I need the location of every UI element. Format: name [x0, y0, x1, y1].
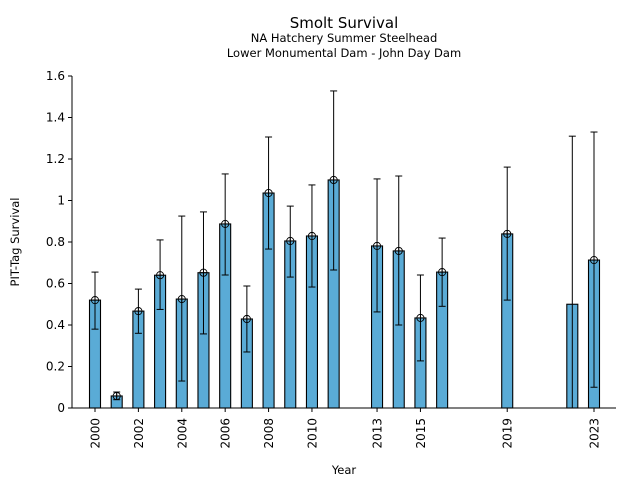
y-tick-label-0.8: 0.8 — [46, 235, 65, 249]
bar-group-2007 — [240, 285, 253, 409]
bar-group-2005 — [197, 211, 210, 409]
x-axis: 2000 2002 2004 2006 2008 2010 2013 2015 2019 2023 — [72, 407, 616, 449]
y-tick-label-0.2: 0.2 — [46, 360, 65, 374]
bar-group-2006 — [219, 173, 232, 409]
bar-group-2013 — [370, 178, 384, 409]
y-tick-label-0.4: 0.4 — [46, 318, 65, 332]
bar-group-2008 — [262, 136, 275, 409]
y-tick-label-1.4: 1.4 — [46, 111, 65, 125]
x-tick-label-2000: 2000 — [89, 418, 103, 449]
bar-group-2011 — [327, 90, 340, 409]
chart-subtitle-line-1: NA Hatchery Summer Steelhead — [251, 31, 438, 45]
x-tick-label-2013: 2013 — [371, 418, 385, 449]
y-tick-label-1.6: 1.6 — [46, 69, 65, 83]
x-tick-label-2023: 2023 — [588, 418, 602, 449]
y-axis-label: PIT-Tag Survival — [8, 198, 22, 287]
bar-group-2014 — [392, 175, 405, 409]
bar-group-2015 — [414, 274, 427, 409]
bar-group-2002 — [132, 288, 145, 409]
x-tick-label-2006: 2006 — [219, 418, 233, 449]
x-tick-label-2015: 2015 — [414, 418, 428, 449]
chart-subtitle-line-2: Lower Monumental Dam - John Day Dam — [227, 46, 461, 60]
bar-group-2003 — [154, 239, 167, 409]
bar-group-2001 — [110, 391, 123, 409]
bar-group-2010 — [305, 184, 319, 409]
bar-group-2016 — [436, 237, 449, 409]
bar-group-2000 — [88, 271, 102, 409]
bar-group-2009 — [284, 205, 297, 409]
bar-group-2023 — [587, 131, 601, 409]
bar-group-2022 — [566, 135, 579, 409]
y-tick-label-1.2: 1.2 — [46, 152, 65, 166]
x-tick-label-2008: 2008 — [262, 418, 276, 449]
y-tick-label-0: 0 — [57, 401, 65, 415]
y-tick-label-1: 1 — [57, 194, 65, 208]
x-axis-label: Year — [331, 463, 357, 477]
x-tick-label-2004: 2004 — [175, 418, 189, 449]
bar-group-2019 — [501, 166, 514, 409]
x-tick-label-2019: 2019 — [501, 418, 515, 449]
y-tick-label-0.6: 0.6 — [46, 277, 65, 291]
x-tick-label-2010: 2010 — [305, 418, 319, 449]
chart-title: Smolt Survival — [290, 14, 399, 32]
y-axis: 0 0.2 0.4 0.6 0.8 1 1.2 1.4 1.6 — [46, 69, 73, 415]
bar-group-2004 — [175, 215, 188, 409]
x-tick-label-2002: 2002 — [132, 418, 146, 449]
plot-area — [88, 90, 601, 409]
